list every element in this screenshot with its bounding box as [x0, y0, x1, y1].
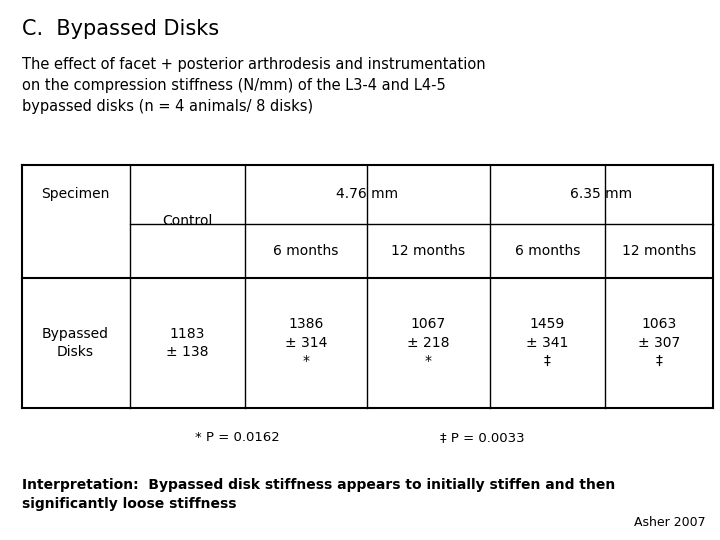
Text: * P = 0.0162: * P = 0.0162: [195, 431, 280, 444]
Text: The effect of facet + posterior arthrodesis and instrumentation
on the compressi: The effect of facet + posterior arthrode…: [22, 57, 485, 114]
Text: 1459
± 341
‡: 1459 ± 341 ‡: [526, 318, 568, 368]
Text: Specimen: Specimen: [42, 187, 109, 201]
Text: 1067
± 218
*: 1067 ± 218 *: [407, 318, 450, 368]
Text: 6.35 mm: 6.35 mm: [570, 187, 632, 201]
Text: 6 months: 6 months: [515, 244, 580, 258]
Text: 1063
± 307
‡: 1063 ± 307 ‡: [638, 318, 680, 368]
Text: 6 months: 6 months: [274, 244, 338, 258]
Text: Asher 2007: Asher 2007: [634, 516, 706, 529]
Text: Control: Control: [162, 214, 212, 228]
Text: 12 months: 12 months: [622, 244, 696, 258]
Text: 12 months: 12 months: [392, 244, 465, 258]
Text: ‡ P = 0.0033: ‡ P = 0.0033: [440, 431, 525, 444]
Text: Bypassed
Disks: Bypassed Disks: [42, 327, 109, 359]
Text: Interpretation:  Bypassed disk stiffness appears to initially stiffen and then
s: Interpretation: Bypassed disk stiffness …: [22, 478, 615, 511]
Text: C.  Bypassed Disks: C. Bypassed Disks: [22, 19, 219, 39]
Text: 1386
± 314
*: 1386 ± 314 *: [285, 318, 327, 368]
Text: 4.76 mm: 4.76 mm: [336, 187, 398, 201]
Text: 1183
± 138: 1183 ± 138: [166, 327, 209, 359]
